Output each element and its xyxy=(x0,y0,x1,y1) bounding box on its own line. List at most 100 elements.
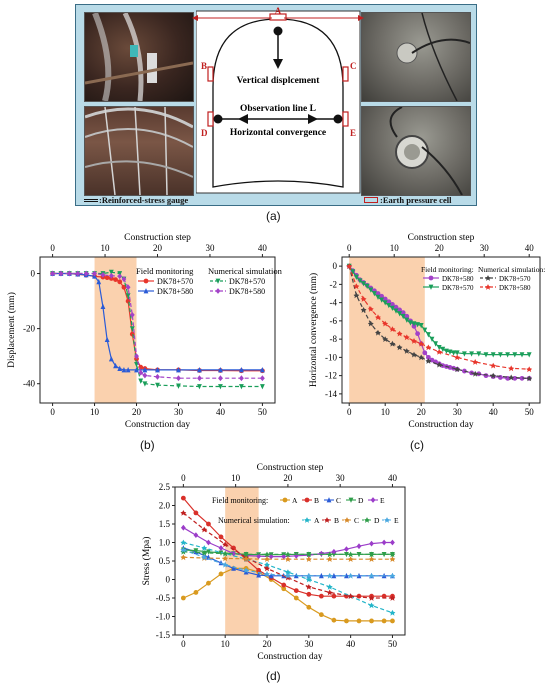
data-point-E xyxy=(201,554,208,561)
data-point-DK78+570 xyxy=(411,351,417,358)
data-point-DK78+580 xyxy=(426,354,431,360)
data-point-DK78+570 xyxy=(400,313,406,320)
x2-axis-label: Construction step xyxy=(257,463,324,473)
x2-tick-label: 20 xyxy=(283,473,293,483)
data-point-DK78+580 xyxy=(389,326,396,332)
data-point-DK78+580 xyxy=(50,270,55,277)
data-point-DK78+570 xyxy=(411,321,417,327)
data-point-DK78+580 xyxy=(519,375,525,381)
legend-item-label: E xyxy=(394,516,399,525)
data-point-DK78+570 xyxy=(155,382,160,388)
x-axis-label: Construction day xyxy=(408,420,473,430)
legend-item-label: DK78+570 xyxy=(442,284,474,292)
data-point-DK78+580 xyxy=(142,367,148,373)
data-point-DK78+580 xyxy=(58,270,64,277)
data-point-DK78+570 xyxy=(390,305,395,311)
y-tick-label: -12 xyxy=(325,371,337,381)
x2-tick-label: 30 xyxy=(480,243,490,253)
data-point-C xyxy=(180,554,187,561)
data-point-C xyxy=(331,572,337,579)
data-point-DK78+570 xyxy=(218,384,223,390)
vertical-text: Vertical displcement xyxy=(237,76,321,86)
data-point-DK78+570 xyxy=(138,364,144,370)
data-point-A xyxy=(264,561,270,568)
data-point-C xyxy=(305,556,312,563)
data-point-E xyxy=(305,572,312,579)
photo-top-right xyxy=(361,12,471,102)
y-tick-label: -10 xyxy=(325,352,337,362)
legend-marker xyxy=(324,517,330,523)
data-point-B xyxy=(193,510,199,516)
data-point-DK78+570 xyxy=(429,336,435,343)
data-point-DK78+570 xyxy=(476,351,482,357)
panel-a: Vertical displcement Observation line L … xyxy=(75,4,477,206)
caption-b: (b) xyxy=(140,438,155,452)
legend-item-label: D xyxy=(358,496,364,505)
data-point-DK78+570 xyxy=(386,302,392,309)
data-point-E xyxy=(218,545,224,551)
y-tick-label: 0 xyxy=(166,575,171,585)
data-point-DK78+570 xyxy=(505,352,510,358)
x2-tick-label: 10 xyxy=(390,243,400,253)
chart-displacement: 0 10 20 30 40 50 0 10 20 30 40 0 -20 -40 Construction … xyxy=(6,233,283,430)
data-point-E xyxy=(381,539,387,546)
x2-tick-label: 40 xyxy=(258,243,268,253)
data-point-A xyxy=(368,602,375,609)
y-tick-label: 1.0 xyxy=(159,538,171,548)
data-point-B xyxy=(347,593,354,600)
data-point-DK78+570 xyxy=(197,384,202,390)
data-point-DK78+580 xyxy=(386,299,392,305)
data-point-DK78+580 xyxy=(142,372,148,379)
legend-item-label: D xyxy=(374,516,380,525)
x-tick-label: 10 xyxy=(90,407,100,417)
y-tick-label: -2 xyxy=(330,279,338,289)
series-sim-E xyxy=(180,547,396,579)
photo-bottom-right xyxy=(361,106,471,196)
data-point-E xyxy=(180,547,187,553)
x-tick-label: 30 xyxy=(304,639,314,649)
data-point-E xyxy=(256,553,262,560)
data-point-DK78+580 xyxy=(134,353,139,360)
data-point-C xyxy=(389,556,396,563)
series-line-E xyxy=(183,549,393,577)
legend-marker xyxy=(304,517,310,523)
x-tick-label: 10 xyxy=(381,407,391,417)
x2-axis-label: Construction step xyxy=(124,233,191,243)
cell-A xyxy=(269,13,287,21)
data-point-C xyxy=(256,572,262,578)
legend-item-label: C xyxy=(354,516,359,525)
legend-marker xyxy=(326,497,332,503)
series-line-B xyxy=(183,512,393,599)
y-tick-label: -40 xyxy=(23,379,35,389)
data-point-B xyxy=(331,593,337,599)
legend-marker xyxy=(304,497,310,503)
data-point-DK78+570 xyxy=(239,384,244,390)
photo-top-left xyxy=(84,12,194,102)
data-point-A xyxy=(356,618,362,624)
data-point-DK78+580 xyxy=(393,304,399,310)
data-point-B xyxy=(281,582,287,588)
y-tick-label: -0.5 xyxy=(156,593,171,603)
series-sim-C xyxy=(180,554,396,563)
data-point-DK78+580 xyxy=(367,306,374,312)
legend-item-label: DK78+580 xyxy=(442,275,474,283)
data-point-DK78+580 xyxy=(138,369,144,376)
legend-marker xyxy=(215,288,221,294)
data-point-DK78+570 xyxy=(108,269,114,276)
x-axis-label: Construction day xyxy=(257,652,322,662)
data-point-A xyxy=(306,604,312,610)
data-point-D xyxy=(193,548,199,554)
data-point-DK78+580 xyxy=(397,307,402,313)
y-tick-label: -8 xyxy=(330,334,338,344)
data-point-A xyxy=(331,617,337,623)
legend-item-label: B xyxy=(314,496,319,505)
legend-title: Numerical simulation xyxy=(208,266,283,276)
data-point-DK78+580 xyxy=(125,284,131,291)
data-point-DK78+570 xyxy=(483,352,489,358)
x-tick-label: 10 xyxy=(221,639,231,649)
legend-marker xyxy=(364,517,370,523)
data-point-DK78+580 xyxy=(382,296,388,302)
data-point-DK78+570 xyxy=(508,374,515,381)
legend-title: Field monitoring: xyxy=(212,496,268,505)
data-point-DK78+570 xyxy=(490,352,496,358)
